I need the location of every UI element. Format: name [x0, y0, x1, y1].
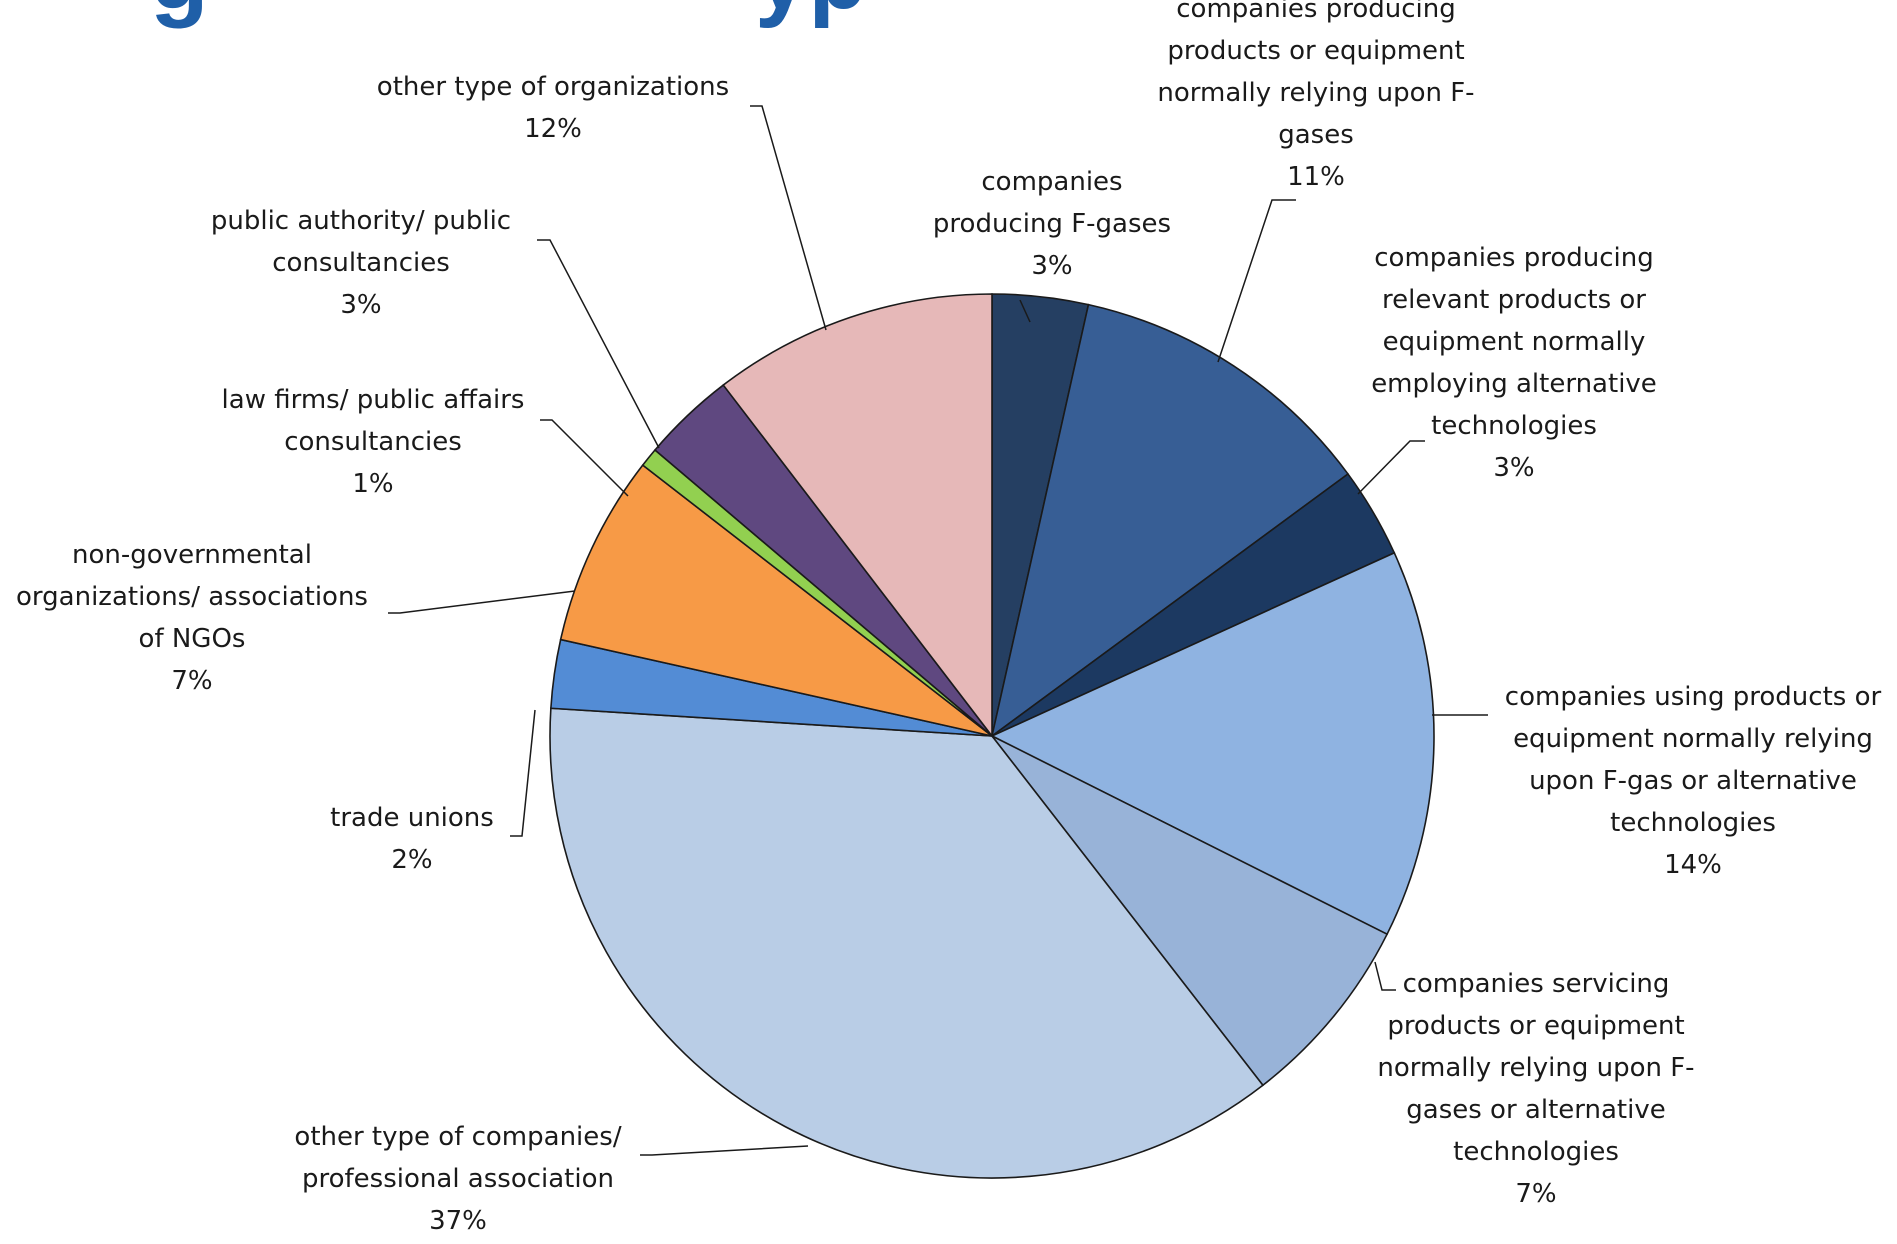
leader-line — [1374, 961, 1396, 991]
slice-percent: 37% — [429, 1206, 487, 1236]
pie-slice — [990, 303, 1350, 738]
slice-label-line: products or equipment — [1387, 1011, 1684, 1041]
slice-percent: 3% — [1493, 453, 1534, 483]
slice-label-line: equipment normally — [1383, 327, 1646, 357]
slice-percent: 3% — [1031, 251, 1072, 281]
slice-label-line: professional association — [302, 1164, 614, 1194]
slice-label: public authority/ public consultancies 3% — [211, 206, 511, 320]
slice-label-line: products or equipment — [1167, 36, 1464, 66]
slice-label: companies using products or equipment nor… — [1505, 682, 1882, 880]
slice-label-line: upon F-gas or alternative — [1529, 766, 1857, 796]
slice-labels: companies producing F-gases 3%companies pr… — [16, 0, 1881, 1236]
pie-slice — [722, 293, 993, 739]
pie-slice — [549, 707, 1265, 1179]
slice-label: trade unions 2% — [330, 803, 494, 875]
slice-label-line: trade unions — [330, 803, 494, 833]
slice-label-line: normally relying upon F- — [1377, 1053, 1694, 1083]
slice-percent: 2% — [391, 845, 432, 875]
slice-label-line: relevant products or — [1382, 285, 1646, 315]
pie-slices — [549, 293, 1435, 1179]
leader-line — [640, 1145, 809, 1156]
slice-label-line: public authority/ public — [211, 206, 511, 236]
slice-percent: 7% — [171, 666, 212, 696]
slice-label: non-governmental organizations/ associati… — [16, 540, 368, 696]
slice-label-line: law firms/ public affairs — [222, 385, 525, 415]
slice-label: companies producing products or equipment… — [1157, 0, 1474, 192]
leader-line — [537, 239, 660, 449]
slice-label-line: other type of companies/ — [294, 1122, 621, 1152]
pie-slice — [991, 735, 1389, 1087]
slice-label-line: technologies — [1453, 1137, 1619, 1167]
slice-label-line: producing F-gases — [933, 209, 1171, 239]
header-title-fragment-right: yp — [755, 0, 867, 29]
leader-line — [750, 105, 827, 331]
pie-slice — [559, 463, 993, 737]
slice-percent: 12% — [524, 114, 582, 144]
slice-label: other type of organizations 12% — [377, 72, 729, 144]
leader-line — [540, 419, 629, 497]
slice-label-line: employing alternative — [1371, 369, 1657, 399]
slice-label-line: companies — [981, 167, 1122, 197]
leader-lines — [388, 105, 1488, 1156]
slice-label-line: technologies — [1610, 808, 1776, 838]
slice-label: companies producing relevant products or e… — [1371, 243, 1657, 483]
slice-label: companies servicing products or equipment… — [1377, 969, 1694, 1209]
slice-percent: 14% — [1664, 850, 1722, 880]
slice-label-line: normally relying upon F- — [1157, 78, 1474, 108]
slice-label-line: consultancies — [272, 248, 450, 278]
slice-label-line: companies servicing — [1403, 969, 1670, 999]
header-title-fragment-left: g — [150, 0, 209, 29]
slice-label-line: of NGOs — [139, 624, 246, 654]
slice-percent: 11% — [1287, 162, 1345, 192]
slice-percent: 7% — [1515, 1179, 1556, 1209]
leader-line — [388, 590, 576, 614]
slice-label: law firms/ public affairs consultancies 1% — [222, 385, 525, 499]
slice-label-line: companies using products or — [1505, 682, 1882, 712]
slice-label-line: gases or alternative — [1406, 1095, 1665, 1125]
slice-label: companies producing F-gases 3% — [933, 167, 1171, 281]
slice-percent: 1% — [352, 469, 393, 499]
leader-line — [1357, 440, 1425, 495]
slice-label-line: other type of organizations — [377, 72, 729, 102]
slice-label-line: non-governmental — [72, 540, 312, 570]
slice-label: other type of companies/professional ass… — [294, 1122, 621, 1236]
slice-label-line: organizations/ associations — [16, 582, 368, 612]
leader-line — [1217, 199, 1296, 363]
leader-line — [510, 709, 536, 837]
slice-percent: 3% — [340, 290, 381, 320]
slice-label-line: companies producing — [1374, 243, 1654, 273]
slice-label-line: technologies — [1431, 411, 1597, 441]
slice-label-line: equipment normally relying — [1513, 724, 1873, 754]
leader-line — [1019, 299, 1031, 323]
pie-slice — [990, 551, 1435, 936]
slice-label-line: companies producing — [1176, 0, 1456, 24]
slice-label-line: consultancies — [284, 427, 462, 457]
slice-label-line: gases — [1278, 120, 1354, 150]
